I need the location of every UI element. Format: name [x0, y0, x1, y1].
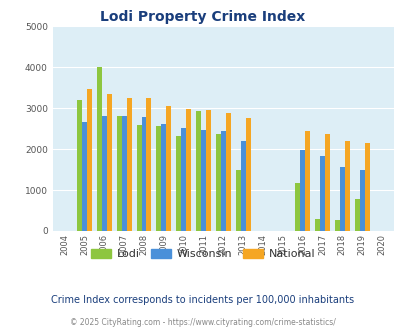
Text: Crime Index corresponds to incidents per 100,000 inhabitants: Crime Index corresponds to incidents per…	[51, 295, 354, 305]
Bar	[299, 150, 304, 231]
Bar	[205, 110, 210, 231]
Bar	[196, 111, 200, 231]
Bar	[220, 131, 225, 231]
Bar	[102, 115, 107, 231]
Bar	[146, 98, 151, 231]
Text: Lodi Property Crime Index: Lodi Property Crime Index	[100, 10, 305, 24]
Bar	[319, 156, 324, 231]
Bar	[176, 137, 181, 231]
Bar	[364, 144, 369, 231]
Bar	[344, 141, 349, 231]
Bar	[156, 126, 161, 231]
Bar	[200, 130, 205, 231]
Bar	[314, 219, 319, 231]
Bar	[141, 117, 146, 231]
Bar	[126, 98, 131, 231]
Bar	[225, 113, 230, 231]
Bar	[359, 170, 364, 231]
Bar	[294, 183, 299, 231]
Legend: Lodi, Wisconsin, National: Lodi, Wisconsin, National	[86, 244, 319, 263]
Bar	[136, 125, 141, 231]
Bar	[354, 199, 359, 231]
Bar	[215, 134, 220, 231]
Bar	[304, 131, 309, 231]
Bar	[181, 128, 185, 231]
Bar	[245, 118, 250, 231]
Bar	[77, 100, 82, 231]
Bar	[97, 67, 102, 231]
Bar	[87, 89, 92, 231]
Bar	[334, 220, 339, 231]
Bar	[82, 122, 87, 231]
Bar	[324, 134, 329, 231]
Bar	[166, 106, 171, 231]
Bar	[107, 93, 111, 231]
Text: © 2025 CityRating.com - https://www.cityrating.com/crime-statistics/: © 2025 CityRating.com - https://www.city…	[70, 318, 335, 327]
Bar	[117, 116, 121, 231]
Bar	[122, 115, 126, 231]
Bar	[161, 124, 166, 231]
Bar	[185, 110, 191, 231]
Bar	[235, 170, 240, 231]
Bar	[339, 167, 344, 231]
Bar	[240, 141, 245, 231]
